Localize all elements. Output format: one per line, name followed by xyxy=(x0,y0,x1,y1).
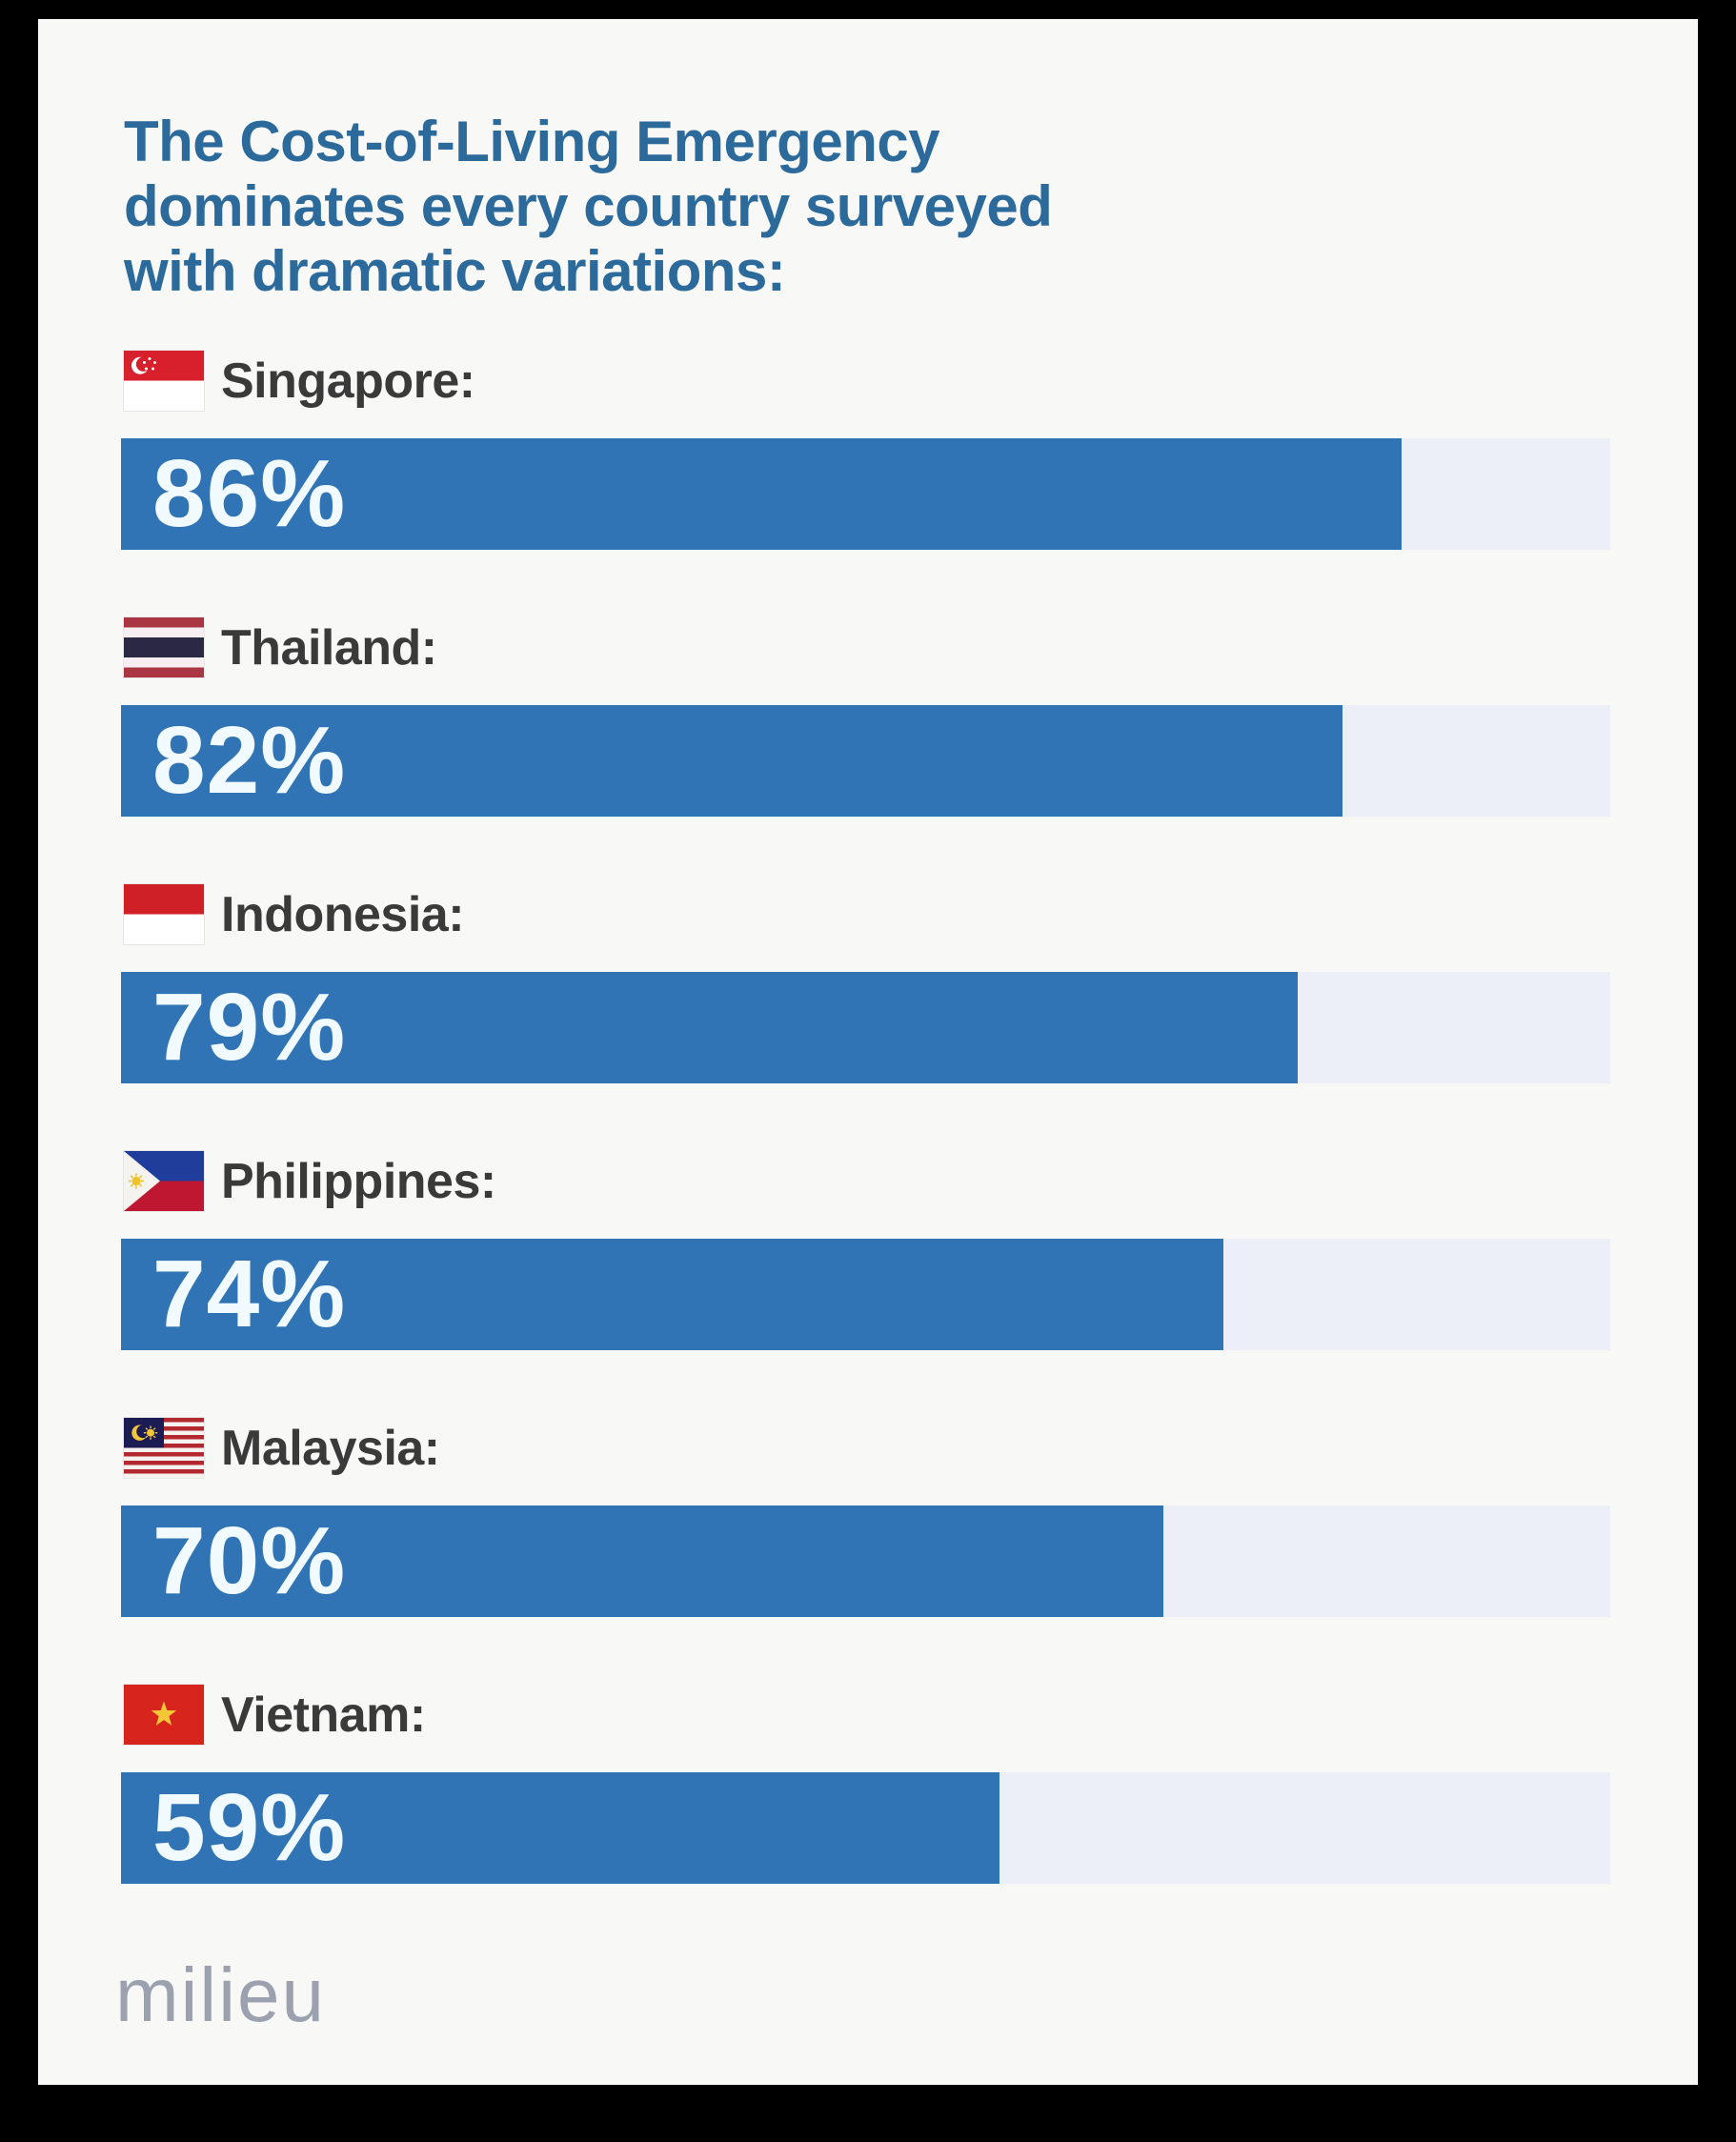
bar-fill-philippines: 74% xyxy=(121,1239,1223,1350)
bar-row-malaysia: Malaysia: 70% xyxy=(121,1418,1610,1617)
chart-title-line-2: dominates every country surveyed xyxy=(124,174,1053,238)
bar-fill-thailand: 82% xyxy=(121,705,1342,817)
row-head-malaysia: Malaysia: xyxy=(124,1418,1610,1478)
bar-value-philippines: 74% xyxy=(152,1241,347,1347)
vietnam-flag-icon xyxy=(124,1685,204,1745)
bar-row-singapore: Singapore: 86% xyxy=(121,351,1610,550)
bar-row-indonesia: Indonesia: 79% xyxy=(121,884,1610,1083)
singapore-flag-icon xyxy=(124,351,204,411)
bar-track-malaysia: 70% xyxy=(121,1505,1610,1617)
bar-track-vietnam: 59% xyxy=(121,1772,1610,1884)
bar-row-vietnam: Vietnam: 59% xyxy=(121,1685,1610,1884)
bar-track-indonesia: 79% xyxy=(121,972,1610,1083)
bar-value-indonesia: 79% xyxy=(152,974,347,1081)
bar-row-thailand: Thailand: 82% xyxy=(121,617,1610,817)
row-label-thailand: Thailand: xyxy=(221,619,437,676)
bar-track-singapore: 86% xyxy=(121,438,1610,550)
bar-row-philippines: Philippines: 74% xyxy=(121,1151,1610,1350)
row-label-malaysia: Malaysia: xyxy=(221,1420,440,1476)
chart-title: The Cost-of-Living Emergency dominates e… xyxy=(124,110,1610,304)
thailand-flag-icon xyxy=(124,617,204,677)
row-label-vietnam: Vietnam: xyxy=(221,1687,426,1743)
bar-chart: Singapore: 86% xyxy=(121,351,1610,1884)
row-label-indonesia: Indonesia: xyxy=(221,886,465,942)
card-content: The Cost-of-Living Emergency dominates e… xyxy=(38,19,1698,2039)
row-label-philippines: Philippines: xyxy=(221,1153,496,1209)
infographic-card: The Cost-of-Living Emergency dominates e… xyxy=(38,19,1698,2085)
thailand-flag-icon xyxy=(124,617,204,677)
bar-value-singapore: 86% xyxy=(152,440,347,547)
vietnam-flag-icon xyxy=(124,1685,204,1745)
indonesia-flag-icon xyxy=(124,884,204,944)
philippines-flag-icon xyxy=(124,1151,204,1211)
milieu-logo: milieu xyxy=(115,1952,326,2037)
singapore-flag-icon xyxy=(124,351,204,411)
malaysia-flag-icon xyxy=(124,1418,204,1478)
chart-title-line-3: with dramatic variations: xyxy=(124,239,786,303)
philippines-flag-icon xyxy=(124,1151,204,1211)
chart-title-line-1: The Cost-of-Living Emergency xyxy=(124,110,940,173)
row-head-philippines: Philippines: xyxy=(124,1151,1610,1211)
malaysia-flag-icon xyxy=(124,1418,204,1478)
bar-track-philippines: 74% xyxy=(121,1239,1610,1350)
bar-value-vietnam: 59% xyxy=(152,1774,347,1881)
indonesia-flag-icon xyxy=(124,884,204,944)
bar-fill-vietnam: 59% xyxy=(121,1772,1000,1884)
row-head-vietnam: Vietnam: xyxy=(124,1685,1610,1745)
row-head-indonesia: Indonesia: xyxy=(124,884,1610,944)
bar-fill-singapore: 86% xyxy=(121,438,1403,550)
bar-track-thailand: 82% xyxy=(121,705,1610,817)
row-head-singapore: Singapore: xyxy=(124,351,1610,411)
row-head-thailand: Thailand: xyxy=(124,617,1610,677)
bar-value-thailand: 82% xyxy=(152,707,347,814)
bar-fill-malaysia: 70% xyxy=(121,1505,1164,1617)
bar-value-malaysia: 70% xyxy=(152,1507,347,1614)
bar-fill-indonesia: 79% xyxy=(121,972,1298,1083)
row-label-singapore: Singapore: xyxy=(221,353,475,409)
